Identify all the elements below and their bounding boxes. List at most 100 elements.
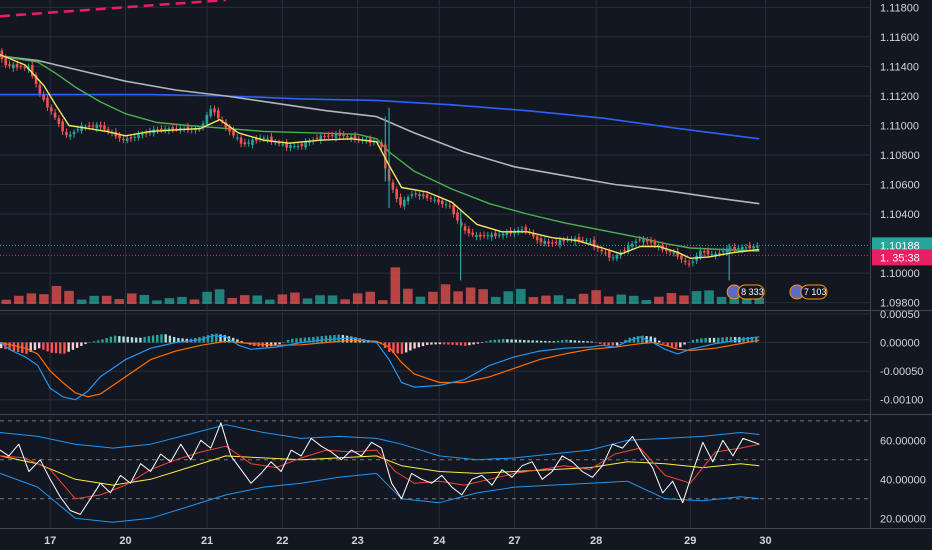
macd-histogram-bar xyxy=(447,342,450,345)
candle-body xyxy=(228,126,231,132)
candle-body xyxy=(740,246,744,250)
rsi-line xyxy=(0,422,760,515)
candle-body xyxy=(733,246,736,250)
macd-histogram-bar xyxy=(396,342,399,354)
macd-tick-label: -0.00050 xyxy=(880,366,923,378)
macd-histogram-bar xyxy=(438,342,442,345)
macd-histogram-bar xyxy=(156,334,159,343)
volume-bar xyxy=(553,295,564,304)
macd-histogram-bar xyxy=(54,342,58,354)
macd-histogram-bar xyxy=(97,340,100,343)
macd-histogram-bar xyxy=(611,342,615,346)
macd-histogram-bar xyxy=(712,337,716,343)
candle-body xyxy=(596,246,600,249)
macd-histogram-bar xyxy=(312,336,315,343)
macd-histogram-bar xyxy=(421,342,425,347)
macd-histogram-bar xyxy=(594,342,598,343)
candle-body xyxy=(308,141,311,143)
volume-bar xyxy=(227,297,237,304)
candle-body xyxy=(539,238,543,243)
sma-blue-line xyxy=(0,93,760,140)
candle-body xyxy=(156,129,159,131)
volume-bar xyxy=(189,299,200,304)
volume-bar xyxy=(302,298,313,304)
macd-histogram-bar xyxy=(295,338,298,343)
candle-body xyxy=(471,232,474,235)
candle-body xyxy=(76,129,80,131)
candle-body xyxy=(535,236,539,241)
candle-body xyxy=(15,63,19,68)
candle-body xyxy=(319,135,323,141)
candle-body xyxy=(285,141,288,148)
candle-body xyxy=(251,139,254,145)
candle-body xyxy=(122,139,125,141)
candle-body xyxy=(38,84,42,94)
candle-body xyxy=(84,126,87,128)
volume-bar xyxy=(39,294,49,304)
macd-histogram-bar xyxy=(202,336,205,343)
date-tick-label: 21 xyxy=(201,535,213,547)
macd-histogram-bar xyxy=(113,335,117,343)
volume-bar xyxy=(365,291,375,304)
volume-bar xyxy=(591,290,601,304)
candle-body xyxy=(554,241,558,243)
macd-histogram-bar xyxy=(50,342,54,353)
candle-body xyxy=(680,255,683,260)
macd-histogram-bar xyxy=(134,337,138,343)
macd-histogram-bar xyxy=(674,342,678,348)
macd-histogram-bar xyxy=(472,342,475,345)
volume-bar xyxy=(290,292,300,304)
candle-body xyxy=(623,250,626,252)
macd-histogram-bar xyxy=(219,334,222,343)
macd-histogram-bar xyxy=(577,340,581,343)
candle-body xyxy=(118,134,121,139)
volume-bar xyxy=(1,299,12,304)
macd-histogram-bar xyxy=(683,342,686,345)
macd-histogram-bar xyxy=(63,342,66,354)
price-tick-label: 1.11400 xyxy=(880,61,919,73)
macd-histogram-bar xyxy=(451,342,454,345)
volume-bar xyxy=(704,290,714,304)
macd-histogram-bar xyxy=(590,341,593,343)
candle-body xyxy=(482,235,486,237)
volume-bar xyxy=(352,293,363,304)
candle-body xyxy=(103,125,106,130)
candle-body xyxy=(452,205,455,215)
macd-histogram-bar xyxy=(527,340,530,343)
candle-body xyxy=(706,250,710,255)
candle-body xyxy=(338,132,342,136)
macd-histogram-bar xyxy=(92,341,96,343)
macd-histogram-bar xyxy=(535,340,539,343)
volume-bar xyxy=(691,291,702,304)
candle-body xyxy=(232,130,235,136)
candle-body xyxy=(239,137,243,144)
date-tick-label: 29 xyxy=(684,535,696,547)
macd-histogram-bar xyxy=(291,338,294,343)
candle-body xyxy=(186,126,190,131)
macd-histogram-bar xyxy=(168,335,172,343)
volume-bar xyxy=(629,295,639,304)
macd-histogram-bar xyxy=(67,342,70,352)
candle-body xyxy=(516,230,520,233)
volume-bar xyxy=(327,295,338,304)
candle-body xyxy=(524,227,528,231)
candle-body xyxy=(444,204,448,206)
candle-body xyxy=(410,194,414,196)
volume-bar xyxy=(754,297,765,304)
candle-body xyxy=(30,65,34,77)
candle-body xyxy=(342,134,345,137)
candle-body xyxy=(505,232,509,236)
candle-body xyxy=(687,263,691,265)
volume-bar xyxy=(528,297,539,304)
macd-histogram-bar xyxy=(539,340,543,343)
volume-bar xyxy=(616,294,626,304)
candle-body xyxy=(160,128,163,131)
candle-body xyxy=(216,110,220,119)
candle-body xyxy=(148,131,152,134)
volume-bar xyxy=(566,298,576,304)
macd-histogram-bar xyxy=(733,337,737,343)
last-price-tag-label: 1.10188 xyxy=(880,240,920,252)
candle-body xyxy=(551,242,554,244)
